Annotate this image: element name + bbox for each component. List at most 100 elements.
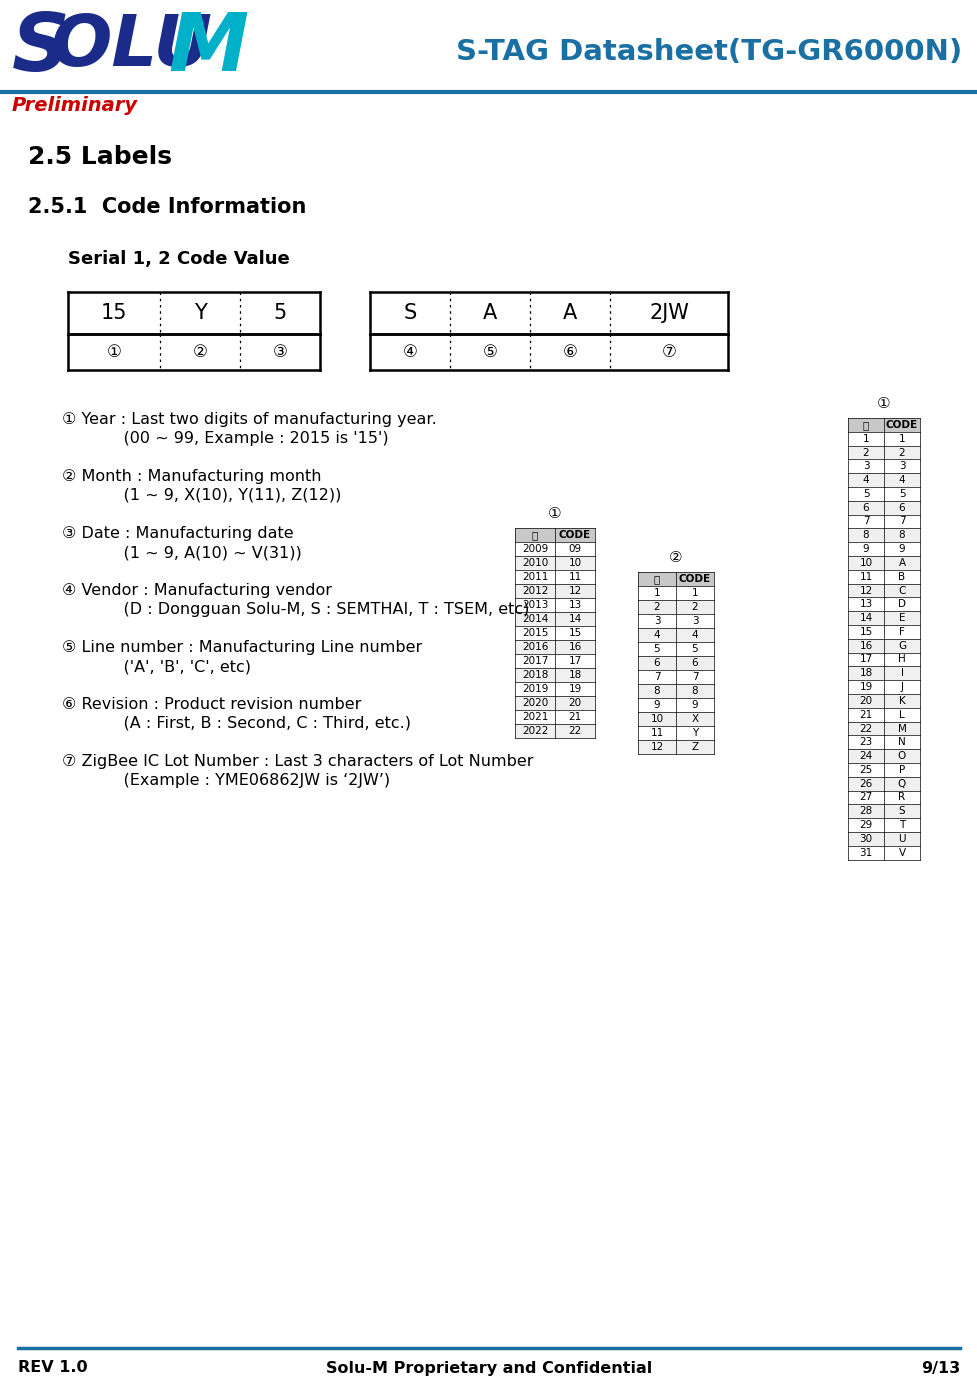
Text: M: M [168, 10, 248, 87]
Text: 2018: 2018 [522, 669, 548, 681]
Text: 3: 3 [653, 615, 659, 626]
Bar [637, 712, 713, 726]
Text: ⑤: ⑤ [482, 342, 497, 360]
Text: 월: 월 [654, 574, 659, 584]
Text: I: I [900, 668, 903, 678]
Text: 6: 6 [691, 658, 698, 668]
Text: 11: 11 [859, 571, 871, 582]
Text: 10: 10 [650, 714, 662, 723]
Text: 31: 31 [859, 848, 871, 858]
Bar [847, 500, 919, 514]
Text: 18: 18 [859, 668, 871, 678]
Text: ⑥ Revision : Product revision number: ⑥ Revision : Product revision number [62, 697, 361, 712]
Text: S-TAG Datasheet(TG-GR6000N): S-TAG Datasheet(TG-GR6000N) [455, 37, 961, 67]
Text: 2021: 2021 [522, 712, 548, 722]
Text: K: K [898, 696, 905, 705]
Bar [515, 668, 594, 682]
Text: 17: 17 [568, 656, 581, 667]
Bar [515, 640, 594, 654]
Text: 9: 9 [653, 700, 659, 710]
Bar [515, 584, 594, 597]
Text: M: M [897, 723, 906, 733]
Bar [637, 656, 713, 669]
Text: L: L [898, 710, 904, 719]
Text: 12: 12 [568, 586, 581, 596]
Text: 2017: 2017 [522, 656, 548, 667]
Text: D: D [897, 599, 905, 610]
Text: 5: 5 [862, 489, 869, 499]
Text: 21: 21 [568, 712, 581, 722]
Text: F: F [898, 626, 904, 638]
Text: ②: ② [668, 550, 682, 565]
Text: 2010: 2010 [522, 559, 547, 568]
Text: 2.5 Labels: 2.5 Labels [28, 146, 172, 169]
Text: ③: ③ [273, 342, 287, 360]
Text: 27: 27 [859, 793, 871, 802]
Text: X: X [691, 714, 698, 723]
Text: 7: 7 [691, 672, 698, 682]
Text: 2016: 2016 [522, 642, 548, 651]
Text: 일: 일 [862, 420, 869, 430]
Text: 20: 20 [859, 696, 871, 705]
Text: 3: 3 [691, 615, 698, 626]
Text: ②: ② [192, 342, 207, 360]
Bar [637, 740, 713, 754]
Text: 2: 2 [898, 448, 905, 457]
Text: 5: 5 [653, 644, 659, 654]
Text: J: J [900, 682, 903, 692]
Text: O: O [897, 751, 906, 761]
Text: 29: 29 [859, 821, 871, 830]
Text: 09: 09 [568, 543, 581, 554]
Text: 7: 7 [862, 517, 869, 527]
Text: 10: 10 [568, 559, 581, 568]
Text: 11: 11 [568, 572, 581, 582]
Text: Preliminary: Preliminary [12, 96, 138, 115]
Text: 9/13: 9/13 [919, 1361, 959, 1375]
Text: N: N [897, 737, 905, 747]
Text: 8: 8 [653, 686, 659, 696]
Text: 3: 3 [898, 462, 905, 471]
Text: 11: 11 [650, 728, 663, 737]
Bar [847, 694, 919, 708]
Text: 19: 19 [568, 685, 581, 694]
Text: 2JW: 2JW [649, 304, 688, 323]
Text: C: C [898, 585, 905, 596]
Text: 2011: 2011 [522, 572, 548, 582]
Text: T: T [898, 821, 904, 830]
Text: Z: Z [691, 742, 698, 753]
Text: Y: Y [193, 304, 206, 323]
Text: 년: 년 [531, 529, 537, 541]
Text: 2: 2 [862, 448, 869, 457]
Text: 9: 9 [898, 545, 905, 554]
Text: P: P [898, 765, 904, 775]
Text: Q: Q [897, 779, 906, 789]
Bar [847, 722, 919, 736]
Text: 16: 16 [859, 640, 871, 650]
Text: 2020: 2020 [522, 699, 547, 708]
Text: CODE: CODE [559, 529, 590, 541]
Text: ⑦: ⑦ [660, 342, 676, 360]
Text: 2: 2 [653, 602, 659, 613]
Text: ('A', 'B', 'C', etc): ('A', 'B', 'C', etc) [62, 658, 251, 674]
Text: 7: 7 [653, 672, 659, 682]
Text: ④ Vendor : Manufacturing vendor: ④ Vendor : Manufacturing vendor [62, 584, 331, 597]
Text: 2014: 2014 [522, 614, 548, 624]
Text: 1: 1 [862, 434, 869, 444]
Text: 22: 22 [568, 726, 581, 736]
Text: S: S [898, 807, 905, 816]
Text: 14: 14 [859, 613, 871, 624]
Bar [515, 528, 594, 542]
Text: 22: 22 [859, 723, 871, 733]
Bar [515, 696, 594, 710]
Text: H: H [897, 654, 905, 664]
Text: 20: 20 [568, 699, 581, 708]
Bar [847, 667, 919, 681]
Bar [847, 556, 919, 570]
Text: 8: 8 [691, 686, 698, 696]
Bar [847, 639, 919, 653]
Text: 12: 12 [859, 585, 871, 596]
Text: S: S [403, 304, 416, 323]
Text: 2: 2 [691, 602, 698, 613]
Text: 14: 14 [568, 614, 581, 624]
Bar [847, 832, 919, 845]
